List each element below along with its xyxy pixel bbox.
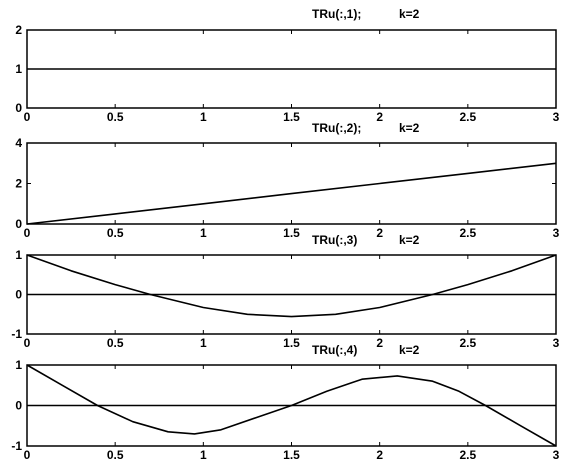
x-tick-label: 2: [376, 336, 383, 350]
subplot-3: 0 0.5 1 1.5 2 2.5 3-101: [11, 248, 559, 350]
x-tick-label: 0.5: [107, 226, 124, 240]
x-tick-label: 0.5: [107, 448, 124, 462]
y-tick-label: 1: [15, 248, 22, 262]
y-tick-label: 2: [15, 177, 22, 191]
chart-title: TRu(:,1);: [312, 7, 361, 21]
y-tick-label: 0: [15, 288, 22, 302]
y-tick-label: -1: [11, 327, 22, 341]
x-tick-label: 2: [376, 226, 383, 240]
y-tick-label: 2: [15, 23, 22, 37]
x-tick-label: 1.5: [283, 336, 300, 350]
x-tick-label: 1.5: [283, 226, 300, 240]
x-tick-label: 0: [24, 110, 31, 124]
series-line-1: [26, 364, 557, 447]
x-tick-label: 1: [200, 226, 207, 240]
y-tick-label: 4: [15, 136, 22, 150]
x-tick-label: 1.5: [283, 448, 300, 462]
x-tick-label: 2: [376, 110, 383, 124]
x-tick-label: 1.5: [283, 110, 300, 124]
chart-title: TRu(:,4): [312, 343, 357, 357]
x-tick-label: 2.5: [459, 226, 476, 240]
chart-title: TRu(:,3): [312, 233, 357, 247]
subplot-1: 0 0.5 1 1.5 2 2.5 3 0 1 2: [15, 23, 559, 124]
x-tick-label: 1: [200, 448, 207, 462]
x-tick-label: 3: [553, 336, 560, 350]
y-tick-label: 0: [15, 101, 22, 115]
x-tick-label: 0: [24, 336, 31, 350]
chart-title-note: k=2: [399, 121, 420, 135]
chart-title-note: k=2: [399, 233, 420, 247]
x-tick-label: 1: [200, 110, 207, 124]
chart-title: TRu(:,2);: [312, 121, 361, 135]
x-tick-label: 2.5: [459, 110, 476, 124]
subplot-4: 0 0.5 1 1.5 2 2.5 3-101: [11, 358, 559, 462]
x-tick-label: 0.5: [107, 336, 124, 350]
x-tick-label: 3: [553, 226, 560, 240]
x-tick-label: 1: [200, 336, 207, 350]
series-line-1: [26, 162, 557, 225]
x-tick-label: 3: [553, 110, 560, 124]
x-tick-label: 0.5: [107, 110, 124, 124]
chart-title-note: k=2: [399, 343, 420, 357]
x-tick-label: 3: [553, 448, 560, 462]
y-tick-label: 0: [15, 217, 22, 231]
subplot-2: 0 0.5 1 1.5 2 2.5 3 0 2 4: [15, 136, 559, 240]
y-tick-label: 0: [15, 399, 22, 413]
y-tick-label: 1: [15, 358, 22, 372]
x-tick-label: 0: [24, 448, 31, 462]
y-tick-label: -1: [11, 439, 22, 453]
x-tick-label: 2: [376, 448, 383, 462]
series-line-1: [26, 254, 557, 318]
x-tick-label: 0: [24, 226, 31, 240]
axes-frame: [26, 142, 557, 225]
x-tick-label: 2.5: [459, 336, 476, 350]
y-tick-label: 1: [15, 62, 22, 76]
chart-title-note: k=2: [399, 7, 420, 21]
x-tick-label: 2.5: [459, 448, 476, 462]
